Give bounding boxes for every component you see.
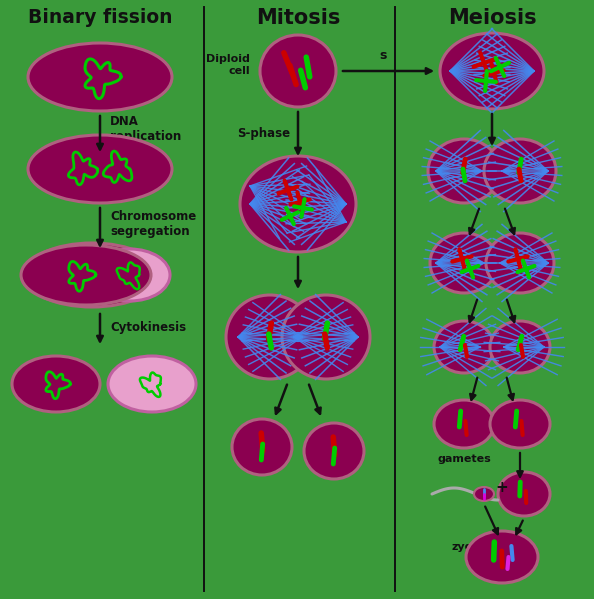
Text: Mitosis: Mitosis — [256, 8, 340, 28]
Text: gametes: gametes — [437, 454, 491, 464]
Ellipse shape — [282, 295, 370, 379]
Ellipse shape — [21, 245, 151, 305]
Ellipse shape — [12, 356, 100, 412]
Ellipse shape — [232, 419, 292, 475]
Ellipse shape — [440, 33, 544, 109]
Ellipse shape — [428, 139, 500, 203]
Text: +: + — [495, 480, 508, 495]
Ellipse shape — [24, 243, 160, 307]
Ellipse shape — [466, 531, 538, 583]
Ellipse shape — [498, 472, 550, 516]
Text: s: s — [380, 49, 387, 62]
Text: Meiosis: Meiosis — [448, 8, 536, 28]
Text: DNA
replication: DNA replication — [110, 115, 181, 143]
Text: zygote: zygote — [452, 542, 494, 552]
Ellipse shape — [490, 400, 550, 448]
Ellipse shape — [28, 43, 172, 111]
Ellipse shape — [484, 139, 556, 203]
Ellipse shape — [260, 35, 336, 107]
Ellipse shape — [28, 135, 172, 203]
Ellipse shape — [490, 321, 550, 373]
Text: Binary fission: Binary fission — [28, 8, 172, 27]
Ellipse shape — [430, 233, 498, 293]
Text: Cytokinesis: Cytokinesis — [110, 320, 186, 334]
Ellipse shape — [108, 356, 196, 412]
Text: Chromosome
segregation: Chromosome segregation — [110, 210, 196, 238]
Ellipse shape — [434, 400, 494, 448]
Ellipse shape — [240, 156, 356, 252]
Text: Diploid
cell: Diploid cell — [206, 54, 250, 76]
Ellipse shape — [434, 321, 494, 373]
Ellipse shape — [304, 423, 364, 479]
Text: S-phase: S-phase — [237, 126, 290, 140]
Ellipse shape — [90, 249, 170, 301]
Ellipse shape — [486, 233, 554, 293]
Ellipse shape — [474, 487, 494, 501]
Ellipse shape — [226, 295, 314, 379]
